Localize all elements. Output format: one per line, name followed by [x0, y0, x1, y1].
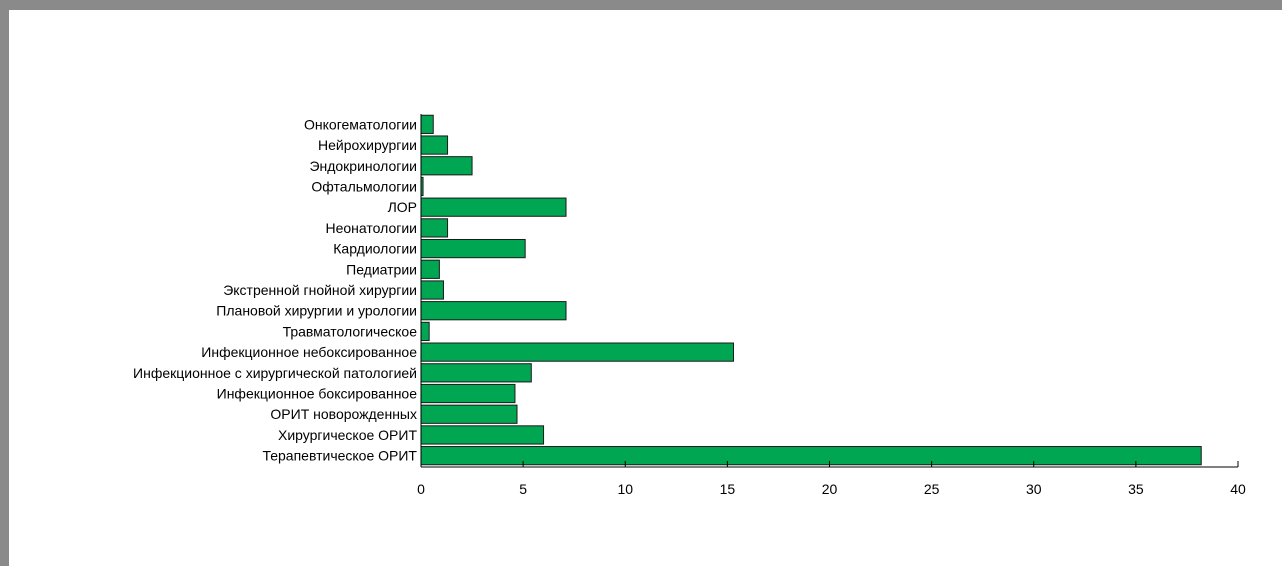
- x-tick-labels: 0 5 10 15 20 25 30 35 40: [417, 481, 1246, 497]
- category-label: ЛОР: [388, 199, 417, 215]
- bar-2: [420, 135, 449, 155]
- category-label: Онкогематологии: [304, 116, 417, 132]
- category-label: Эндокринологии: [309, 158, 417, 174]
- category-label: Инфекционное небоксированное: [201, 344, 417, 360]
- category-label: Экстренной гнойной хирургии: [223, 282, 417, 298]
- x-tick-label: 0: [417, 481, 425, 497]
- category-label: Травматологическое: [283, 323, 418, 339]
- bar-14: [420, 383, 516, 404]
- x-tick-label: 5: [519, 481, 527, 497]
- x-tick-label: 35: [1128, 481, 1144, 497]
- bar-6: [420, 218, 449, 238]
- x-tick-label: 20: [822, 481, 838, 497]
- bar-13: [420, 363, 532, 383]
- bar-10: [420, 301, 567, 321]
- x-tick-label: 10: [617, 481, 633, 497]
- bar-8: [420, 259, 440, 279]
- category-label: Офтальмологии: [311, 178, 417, 194]
- bar-16: [420, 425, 545, 445]
- bar-1: [420, 114, 434, 134]
- category-label: Нейрохирургии: [318, 137, 417, 153]
- bar-15: [420, 404, 518, 424]
- bar-5: [420, 197, 567, 217]
- bars-group: [420, 114, 1202, 466]
- category-label: Инфекционное с хирургической патологией: [133, 365, 417, 381]
- bar-7: [420, 238, 526, 259]
- category-label: Неонатологии: [326, 220, 418, 236]
- x-tick-label: 25: [924, 481, 940, 497]
- axes: [420, 114, 1239, 468]
- category-label: Хирургическое ОРИТ: [278, 427, 417, 443]
- bar-11: [420, 321, 430, 342]
- category-label: Терапевтическое ОРИТ: [262, 448, 417, 464]
- bar-17: [420, 446, 1202, 466]
- category-label: Педиатрии: [346, 261, 417, 277]
- category-label: Кардиологии: [333, 241, 417, 257]
- category-labels: Онкогематологии Нейрохирургии Эндокринолог…: [133, 116, 417, 463]
- x-tick-label: 15: [720, 481, 736, 497]
- category-label: ОРИТ новорожденных: [270, 406, 417, 422]
- bar-3: [420, 156, 473, 176]
- x-tick-label: 30: [1026, 481, 1042, 497]
- x-tick-label: 40: [1230, 481, 1246, 497]
- category-label: Плановой хирургии и урологии: [216, 303, 417, 319]
- category-label: Инфекционное боксированное: [217, 386, 418, 402]
- bar-9: [420, 280, 444, 300]
- bar-12: [420, 342, 735, 362]
